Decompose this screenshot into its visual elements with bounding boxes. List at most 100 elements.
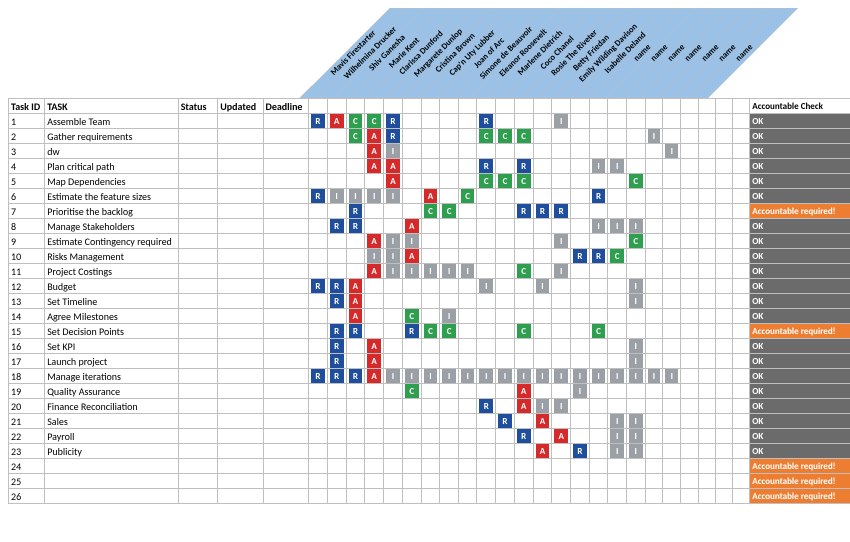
raci-cell[interactable]: [715, 369, 732, 384]
raci-cell[interactable]: [309, 159, 328, 174]
raci-cell[interactable]: [589, 489, 608, 504]
task-name-cell[interactable]: Project Costings: [45, 264, 178, 279]
raci-cell[interactable]: [608, 144, 627, 159]
raci-cell[interactable]: R: [327, 354, 346, 369]
raci-cell[interactable]: [608, 174, 627, 189]
raci-cell[interactable]: [496, 384, 515, 399]
raci-cell[interactable]: [608, 309, 627, 324]
raci-cell[interactable]: [645, 144, 663, 159]
raci-cell[interactable]: [552, 219, 571, 234]
raci-cell[interactable]: [698, 309, 715, 324]
raci-cell[interactable]: [309, 129, 328, 144]
raci-cell[interactable]: [663, 189, 681, 204]
raci-cell[interactable]: [514, 114, 533, 129]
raci-cell[interactable]: [715, 144, 732, 159]
status-cell[interactable]: [178, 189, 218, 204]
task-id-cell[interactable]: 6: [9, 189, 45, 204]
raci-cell[interactable]: [571, 399, 590, 414]
raci-cell[interactable]: [663, 414, 681, 429]
task-id-cell[interactable]: 21: [9, 414, 45, 429]
task-name-cell[interactable]: Risks Management: [45, 249, 178, 264]
raci-cell[interactable]: A: [365, 144, 384, 159]
raci-cell[interactable]: [533, 144, 552, 159]
raci-cell[interactable]: I: [384, 234, 403, 249]
raci-cell[interactable]: A: [514, 399, 533, 414]
raci-cell[interactable]: [496, 399, 515, 414]
raci-cell[interactable]: C: [421, 204, 440, 219]
raci-cell[interactable]: [608, 354, 627, 369]
raci-cell[interactable]: [477, 294, 496, 309]
raci-cell[interactable]: [458, 339, 477, 354]
raci-cell[interactable]: [698, 399, 715, 414]
task-id-cell[interactable]: 4: [9, 159, 45, 174]
raci-cell[interactable]: [626, 399, 645, 414]
raci-cell[interactable]: [681, 219, 698, 234]
raci-cell[interactable]: [589, 339, 608, 354]
updated-cell[interactable]: [218, 189, 263, 204]
status-cell[interactable]: [178, 354, 218, 369]
raci-cell[interactable]: R: [552, 204, 571, 219]
raci-cell[interactable]: [346, 399, 365, 414]
raci-cell[interactable]: [533, 489, 552, 504]
status-cell[interactable]: [178, 459, 218, 474]
raci-cell[interactable]: [715, 204, 732, 219]
task-name-cell[interactable]: Set KPI: [45, 339, 178, 354]
raci-cell[interactable]: [663, 114, 681, 129]
raci-cell[interactable]: [733, 474, 750, 489]
raci-cell[interactable]: [384, 399, 403, 414]
status-cell[interactable]: [178, 219, 218, 234]
raci-cell[interactable]: [663, 354, 681, 369]
raci-cell[interactable]: [681, 249, 698, 264]
raci-cell[interactable]: R: [309, 369, 328, 384]
raci-cell[interactable]: [626, 204, 645, 219]
raci-cell[interactable]: A: [365, 339, 384, 354]
raci-cell[interactable]: R: [309, 114, 328, 129]
raci-cell[interactable]: [477, 429, 496, 444]
raci-cell[interactable]: [309, 459, 328, 474]
raci-cell[interactable]: [514, 309, 533, 324]
status-cell[interactable]: [178, 309, 218, 324]
updated-cell[interactable]: [218, 339, 263, 354]
updated-cell[interactable]: [218, 399, 263, 414]
raci-cell[interactable]: [571, 129, 590, 144]
raci-cell[interactable]: R: [327, 339, 346, 354]
raci-cell[interactable]: [733, 399, 750, 414]
raci-cell[interactable]: C: [626, 234, 645, 249]
deadline-cell[interactable]: [263, 294, 309, 309]
raci-cell[interactable]: [309, 264, 328, 279]
deadline-cell[interactable]: [263, 234, 309, 249]
raci-cell[interactable]: [589, 294, 608, 309]
raci-cell[interactable]: [681, 279, 698, 294]
updated-cell[interactable]: [218, 294, 263, 309]
deadline-cell[interactable]: [263, 459, 309, 474]
raci-cell[interactable]: I: [571, 369, 590, 384]
task-name-cell[interactable]: Launch project: [45, 354, 178, 369]
deadline-cell[interactable]: [263, 279, 309, 294]
raci-cell[interactable]: [346, 354, 365, 369]
raci-cell[interactable]: [514, 489, 533, 504]
raci-cell[interactable]: [698, 459, 715, 474]
status-cell[interactable]: [178, 129, 218, 144]
raci-cell[interactable]: [715, 219, 732, 234]
raci-cell[interactable]: [365, 399, 384, 414]
raci-cell[interactable]: [458, 474, 477, 489]
raci-cell[interactable]: [327, 174, 346, 189]
raci-cell[interactable]: [309, 219, 328, 234]
raci-cell[interactable]: [715, 309, 732, 324]
raci-cell[interactable]: [421, 414, 440, 429]
updated-cell[interactable]: [218, 429, 263, 444]
raci-cell[interactable]: [645, 204, 663, 219]
raci-cell[interactable]: [571, 414, 590, 429]
raci-cell[interactable]: [458, 159, 477, 174]
raci-cell[interactable]: [309, 444, 328, 459]
raci-cell[interactable]: A: [346, 279, 365, 294]
raci-cell[interactable]: [733, 354, 750, 369]
raci-cell[interactable]: [571, 294, 590, 309]
deadline-cell[interactable]: [263, 339, 309, 354]
raci-cell[interactable]: [440, 234, 459, 249]
raci-cell[interactable]: [496, 144, 515, 159]
raci-cell[interactable]: [552, 489, 571, 504]
raci-cell[interactable]: [589, 354, 608, 369]
raci-cell[interactable]: [663, 459, 681, 474]
raci-cell[interactable]: C: [608, 249, 627, 264]
